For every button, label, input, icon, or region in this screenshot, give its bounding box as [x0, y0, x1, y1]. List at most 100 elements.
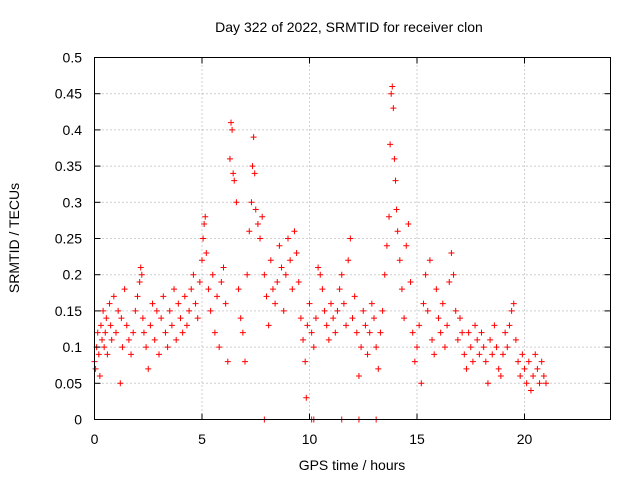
- data-point: [128, 351, 135, 358]
- data-point: [459, 329, 466, 336]
- data-point: [287, 257, 294, 264]
- data-point: [200, 235, 207, 242]
- y-tick-label: 0.15: [55, 303, 82, 319]
- data-point: [224, 358, 231, 365]
- data-point: [280, 307, 287, 314]
- data-point: [403, 242, 410, 249]
- data-point: [92, 365, 99, 372]
- data-point: [289, 286, 296, 293]
- data-point: [426, 257, 433, 264]
- data-point: [276, 242, 283, 249]
- data-point: [392, 177, 399, 184]
- data-point: [510, 300, 517, 307]
- data-point: [237, 315, 244, 322]
- data-point: [431, 351, 438, 358]
- data-point: [543, 380, 549, 387]
- data-point: [106, 300, 113, 307]
- data-point: [115, 307, 122, 314]
- data-point: [519, 351, 526, 358]
- y-tick-label: 0.45: [55, 86, 82, 102]
- data-point: [504, 344, 511, 351]
- data-point: [252, 206, 259, 213]
- data-point: [233, 199, 240, 206]
- data-point: [99, 336, 106, 343]
- data-point: [502, 329, 509, 336]
- data-point: [291, 228, 298, 235]
- data-point: [207, 307, 214, 314]
- data-point: [272, 300, 279, 307]
- data-point: [244, 271, 251, 278]
- data-point: [467, 344, 474, 351]
- data-point: [229, 126, 236, 133]
- data-point: [257, 235, 264, 242]
- data-point: [282, 271, 289, 278]
- data-point: [368, 300, 375, 307]
- data-point: [304, 322, 311, 329]
- data-point: [338, 271, 345, 278]
- data-point: [188, 286, 195, 293]
- data-point: [134, 293, 141, 300]
- data-point: [251, 170, 258, 177]
- data-point: [239, 329, 246, 336]
- data-point: [450, 271, 457, 278]
- data-point: [448, 249, 455, 256]
- data-point: [149, 300, 156, 307]
- data-point: [375, 365, 382, 372]
- data-point: [267, 257, 274, 264]
- data-point: [478, 329, 485, 336]
- data-point: [371, 315, 377, 322]
- data-point: [349, 315, 356, 322]
- data-point: [536, 380, 543, 387]
- data-point: [168, 322, 175, 329]
- data-point: [308, 329, 315, 336]
- data-point: [480, 344, 487, 351]
- data-point: [218, 278, 225, 285]
- y-tick-label: 0: [74, 412, 82, 428]
- data-point: [274, 278, 281, 285]
- data-point: [220, 264, 227, 271]
- data-point: [328, 300, 334, 307]
- data-point: [500, 351, 506, 358]
- data-point: [211, 329, 218, 336]
- data-point: [102, 329, 109, 336]
- data-point: [495, 365, 502, 372]
- data-point: [228, 119, 235, 126]
- data-point: [310, 344, 317, 351]
- data-point: [190, 271, 197, 278]
- data-point: [472, 322, 479, 329]
- data-point: [95, 351, 102, 358]
- data-point: [302, 358, 309, 365]
- data-point: [278, 264, 285, 271]
- data-point: [387, 141, 394, 148]
- data-point: [164, 344, 171, 351]
- data-point: [463, 365, 470, 372]
- data-point: [297, 315, 304, 322]
- data-point: [340, 300, 347, 307]
- data-point: [474, 336, 481, 343]
- data-point: [100, 307, 107, 314]
- data-point: [160, 293, 167, 300]
- data-point: [388, 90, 395, 97]
- data-point: [177, 315, 184, 322]
- data-point: [353, 329, 360, 336]
- y-tick-label: 0.35: [55, 158, 82, 174]
- data-point: [196, 278, 203, 285]
- data-point: [422, 271, 429, 278]
- y-tick-label: 0.2: [63, 267, 83, 283]
- data-point: [230, 170, 237, 177]
- data-point: [201, 221, 208, 228]
- data-point: [493, 344, 500, 351]
- x-axis-label: GPS time / hours: [299, 457, 406, 473]
- data-point: [222, 300, 229, 307]
- data-points: [91, 83, 549, 423]
- data-point: [452, 307, 459, 314]
- data-point: [386, 213, 393, 220]
- x-tick-label: 15: [409, 431, 425, 447]
- y-tick-label: 0.5: [63, 50, 83, 66]
- data-point: [355, 373, 362, 380]
- data-point: [103, 315, 110, 322]
- data-point: [145, 365, 152, 372]
- data-point: [407, 278, 414, 285]
- data-point: [401, 315, 408, 322]
- y-tick-label: 0.3: [63, 194, 83, 210]
